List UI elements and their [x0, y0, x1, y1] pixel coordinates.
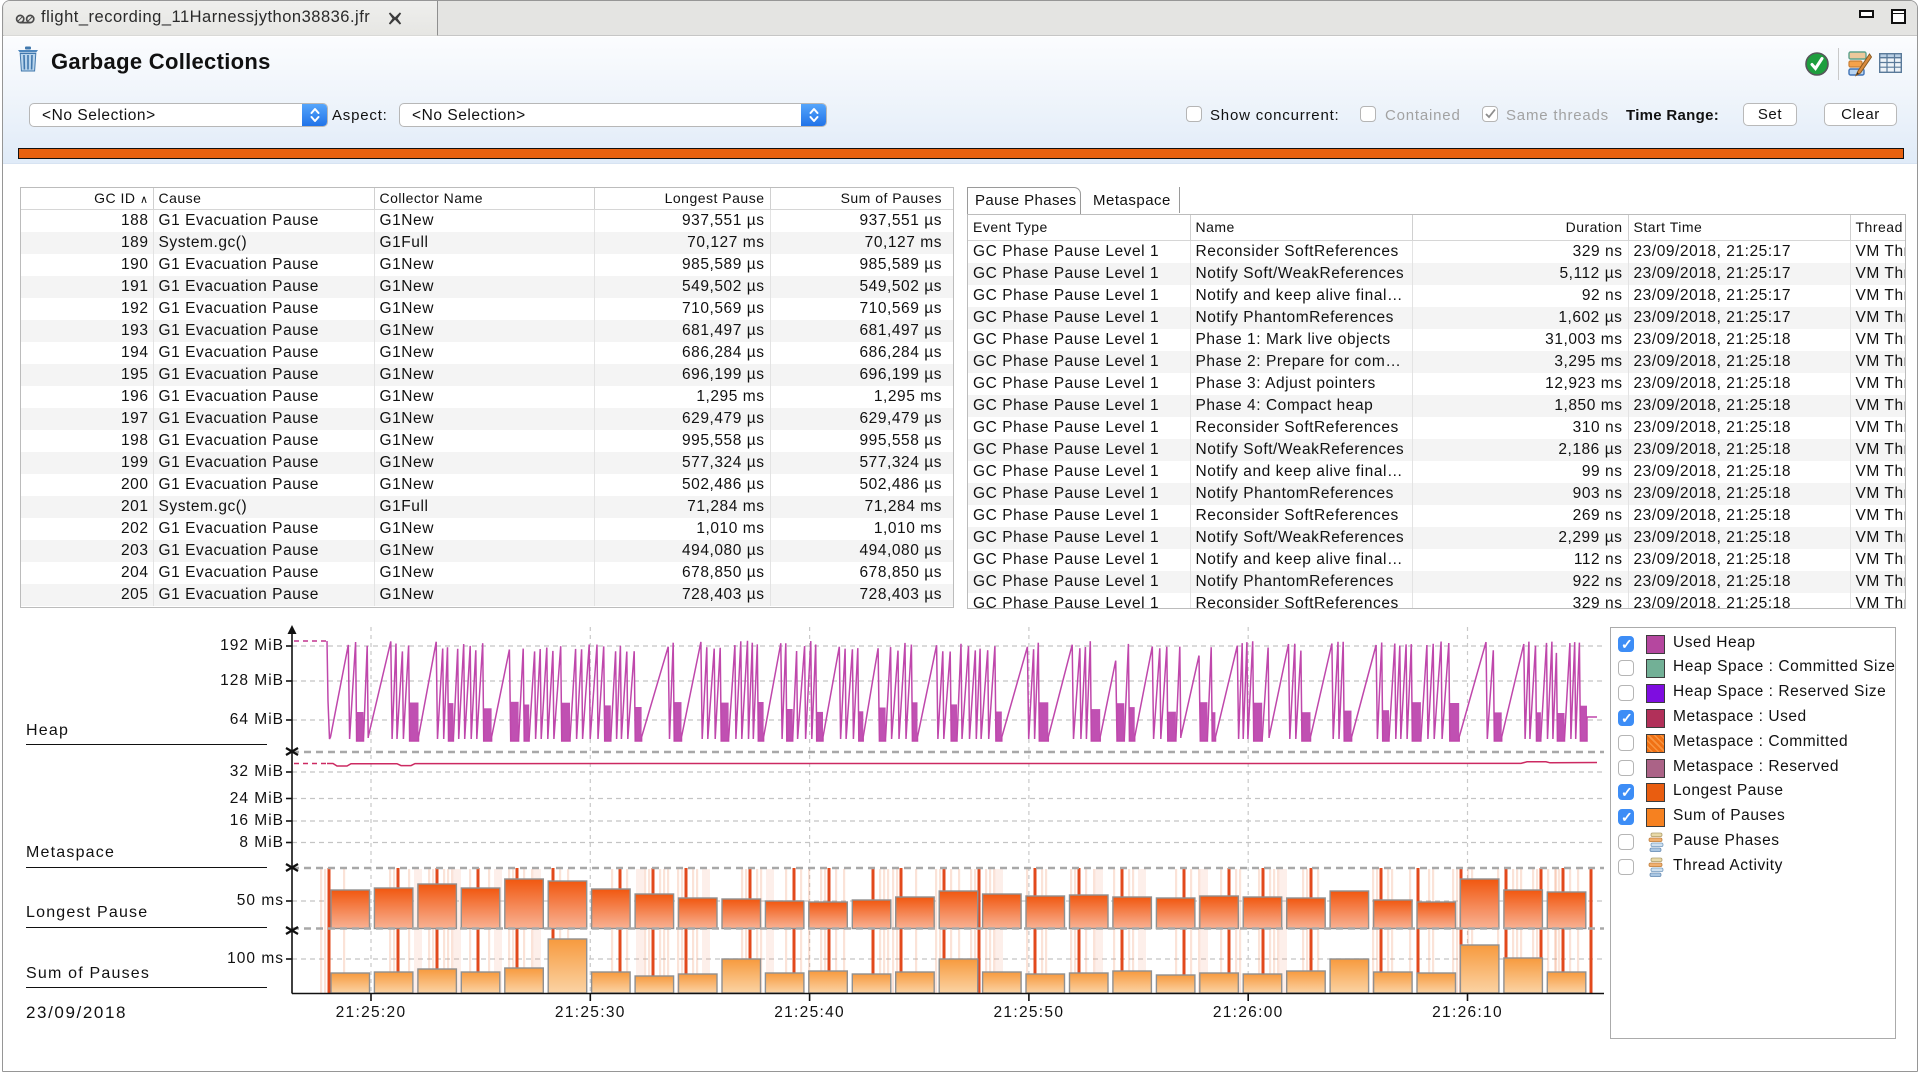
svg-text:21:25:20: 21:25:20: [336, 1004, 407, 1021]
svg-text:21:25:30: 21:25:30: [555, 1004, 626, 1021]
svg-text:21:26:00: 21:26:00: [1213, 1004, 1284, 1021]
svg-text:21:26:10: 21:26:10: [1432, 1004, 1503, 1021]
svg-text:21:25:50: 21:25:50: [994, 1004, 1065, 1021]
svg-text:21:25:40: 21:25:40: [774, 1004, 845, 1021]
